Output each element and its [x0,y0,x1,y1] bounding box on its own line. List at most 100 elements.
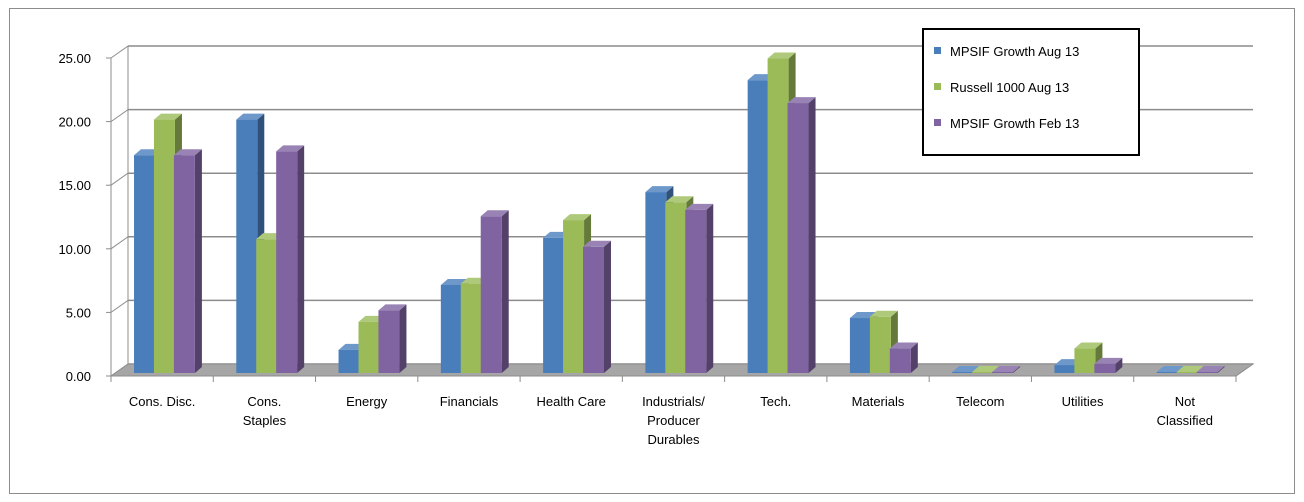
bar-top [582,240,611,247]
bar-top [563,214,592,221]
bar [869,316,891,373]
bar-top [153,113,182,120]
x-tick-label-line: Materials [852,394,905,409]
x-tick-label: Cons. Disc. [129,394,195,409]
bar [543,237,565,373]
legend-swatch [934,47,941,54]
x-tick-label-line: Telecom [956,394,1004,409]
bar [1054,365,1076,373]
bar-top [685,203,714,210]
bar [134,155,156,373]
bar [378,310,400,373]
bar [889,348,911,373]
bar [582,246,604,373]
bar [480,216,502,373]
y-tick-label: 25.00 [58,51,91,66]
bar-top [480,210,509,217]
x-tick-label-line: Health Care [537,394,606,409]
x-tick-label: Materials [852,394,905,409]
bar [972,372,994,373]
bar-side [706,203,714,373]
bar [645,192,667,373]
x-tick-label-line: Cons. Disc. [129,394,195,409]
y-tick-label: 15.00 [58,178,91,193]
x-tick-label: Telecom [956,394,1004,409]
bar [563,220,585,373]
bar [1074,348,1096,373]
bar [767,58,789,373]
x-tick-label: Industrials/Producer Durables [642,394,705,447]
bar-side [1013,366,1021,373]
bar-side [603,240,611,373]
legend-swatch [934,83,941,90]
bar-side [1217,366,1225,373]
bar-top [1094,357,1123,364]
bar [1176,372,1198,373]
bar-top [665,196,694,203]
x-tick-label-line: Producer [647,413,700,428]
bar-top [992,366,1021,372]
bar [276,151,298,373]
x-tick-label-line: Industrials/ [642,394,705,409]
bar-side [1115,357,1123,373]
x-tick-label: Energy [346,394,388,409]
bar [460,283,482,373]
bar [787,103,809,374]
bar [1094,363,1116,373]
gridline-diagonal [110,45,129,59]
x-tick-label: Tech. [760,394,791,409]
bar-top [889,342,918,349]
x-tick-label: Not Classified [1157,394,1213,428]
bar [1156,372,1178,373]
bar-top [787,97,816,104]
legend-swatch [934,119,941,126]
bar [173,155,195,373]
bar-top [1176,366,1205,372]
x-tick-label-line: Utilities [1062,394,1104,409]
bar [358,321,380,373]
x-tick-label: Financials [440,394,499,409]
bar-top [276,145,305,152]
y-tick-label: 5.00 [66,305,91,320]
bar-top [645,186,674,193]
x-tick-label-line: Financials [440,394,499,409]
gridline-diagonal [110,109,129,123]
x-tick-label-line: Classified [1157,413,1213,428]
bar [992,372,1014,373]
x-tick-label-line: Cons. [247,394,281,409]
legend-label: MPSIF Growth Aug 13 [950,44,1079,59]
bar [952,372,974,373]
legend-label: Russell 1000 Aug 13 [950,80,1069,95]
gridline-diagonal [110,299,129,313]
bar-side [297,145,305,373]
x-tick-label: Utilities [1062,394,1104,409]
bar [1196,372,1218,373]
y-tick-label: 0.00 [66,369,91,384]
x-tick-label-line: Staples [243,413,287,428]
bar [665,202,687,373]
bar-side [910,342,918,373]
bar-top [1156,366,1185,372]
bar-top [972,366,1001,372]
bar-side [808,97,816,374]
gridline-diagonal [110,236,129,250]
bar-top [869,310,898,317]
bar [153,119,175,373]
bar-top [378,304,407,311]
legend-label: MPSIF Growth Feb 13 [950,116,1079,131]
bar-top [952,366,981,372]
bar [440,284,462,373]
bar-top [173,149,202,156]
bar [236,119,258,373]
bar [747,80,769,373]
gridline-diagonal [110,172,129,186]
y-tick-label: 10.00 [58,242,91,257]
x-tick-label: Cons. Staples [243,394,287,428]
x-tick-label-line: Energy [346,394,388,409]
bar-top [236,113,265,120]
bar [849,318,871,373]
y-tick-label: 20.00 [58,115,91,130]
legend-box [922,28,1140,156]
bar-top [1074,342,1103,349]
